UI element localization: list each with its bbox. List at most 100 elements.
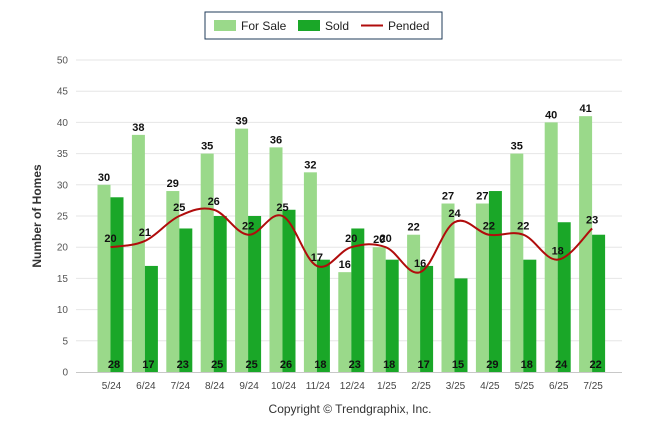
data-label-sold: 17 <box>142 359 154 371</box>
x-tick-label: 5/25 <box>515 381 535 392</box>
bar-for-sale[interactable] <box>235 128 249 372</box>
y-tick-label: 25 <box>57 212 69 223</box>
bar-sold[interactable] <box>248 216 262 372</box>
data-labels: 30 28 20 38 17 21 29 23 25 35 25 26 39 25 22 36 26 25 32 18… <box>98 103 602 371</box>
y-tick-label: 50 <box>57 56 69 67</box>
bar-for-sale[interactable] <box>166 191 180 372</box>
bar-for-sale[interactable] <box>97 184 111 372</box>
bar-sold[interactable] <box>213 216 227 372</box>
data-label-sold: 17 <box>417 359 429 371</box>
bar-sold[interactable] <box>351 228 365 372</box>
x-tick-label: 9/24 <box>239 381 259 392</box>
bar-sold[interactable] <box>282 209 296 372</box>
x-tick-label: 10/24 <box>271 381 296 392</box>
bar-sold[interactable] <box>488 191 502 372</box>
data-label-for-sale: 40 <box>545 109 557 121</box>
x-tick-label: 2/25 <box>411 381 431 392</box>
data-label-pended: 20 <box>345 233 357 245</box>
data-label-for-sale: 20 <box>373 234 385 246</box>
y-tick-label: 35 <box>57 149 69 160</box>
data-label-for-sale: 36 <box>270 134 282 146</box>
x-tick-label: 6/25 <box>549 381 569 392</box>
y-tick-label: 10 <box>57 305 69 316</box>
data-label-for-sale: 39 <box>235 116 247 128</box>
data-label-pended: 22 <box>483 221 495 233</box>
x-axis-ticks: 5/24 6/24 7/24 8/24 9/24 10/24 11/24 12/24 1/25 2… <box>102 381 604 392</box>
bar-for-sale[interactable] <box>269 147 283 372</box>
bar-sold[interactable] <box>523 259 537 372</box>
x-tick-label: 12/24 <box>340 381 365 392</box>
data-label-sold: 29 <box>486 359 498 371</box>
data-label-pended: 21 <box>139 227 151 239</box>
bar-for-sale[interactable] <box>303 172 317 372</box>
bar-sold[interactable] <box>144 265 158 372</box>
x-tick-label: 4/25 <box>480 381 500 392</box>
x-tick-label: 6/24 <box>136 381 156 392</box>
data-label-pended: 18 <box>552 246 564 258</box>
bar-sold[interactable] <box>179 228 193 372</box>
data-label-sold: 15 <box>452 359 464 371</box>
bar-sold[interactable] <box>110 197 124 372</box>
bar-sold[interactable] <box>316 259 330 372</box>
data-label-pended: 24 <box>448 208 461 220</box>
data-label-sold: 22 <box>589 359 601 371</box>
legend-label-sold[interactable]: Sold <box>325 19 349 33</box>
data-label-pended: 22 <box>517 221 529 233</box>
y-tick-label: 5 <box>62 336 68 347</box>
data-label-for-sale: 16 <box>339 259 351 271</box>
data-label-sold: 28 <box>108 359 120 371</box>
bar-for-sale[interactable] <box>338 272 352 372</box>
copyright: Copyright © Trendgraphix, Inc. <box>269 402 432 416</box>
data-label-sold: 18 <box>521 359 533 371</box>
y-tick-label: 45 <box>57 87 69 98</box>
pended-line <box>110 207 593 274</box>
legend: For Sale Sold Pended <box>204 11 443 40</box>
x-tick-label: 8/24 <box>205 381 225 392</box>
bar-for-sale[interactable] <box>475 203 489 372</box>
legend-swatch-sold[interactable] <box>298 20 320 31</box>
x-tick-label: 5/24 <box>102 381 122 392</box>
bar-sold[interactable] <box>420 265 434 372</box>
data-label-for-sale: 35 <box>201 141 213 153</box>
legend-label-for-sale[interactable]: For Sale <box>241 19 287 33</box>
bar-for-sale[interactable] <box>200 153 214 372</box>
x-tick-label: 7/25 <box>583 381 603 392</box>
legend-box <box>204 11 443 40</box>
y-axis-ticks: 0 5 10 15 20 25 30 35 40 45 50 <box>57 56 69 379</box>
bar-for-sale[interactable] <box>510 153 524 372</box>
y-tick-label: 20 <box>57 243 69 254</box>
bar-for-sale[interactable] <box>131 134 145 372</box>
data-label-for-sale: 30 <box>98 172 110 184</box>
bar-for-sale[interactable] <box>441 203 455 372</box>
x-tick-label: 11/24 <box>306 381 331 392</box>
data-label-pended: 26 <box>208 196 220 208</box>
data-label-pended: 25 <box>276 202 288 214</box>
x-tick-label: 1/25 <box>377 381 397 392</box>
data-label-pended: 23 <box>586 214 598 226</box>
data-label-pended: 20 <box>380 233 392 245</box>
bar-for-sale[interactable] <box>372 247 386 372</box>
data-label-for-sale: 35 <box>511 141 523 153</box>
data-label-sold: 18 <box>383 359 395 371</box>
data-label-for-sale: 32 <box>304 159 316 171</box>
data-label-sold: 23 <box>349 359 361 371</box>
bar-for-sale[interactable] <box>407 234 421 372</box>
y-tick-label: 30 <box>57 180 69 191</box>
bar-sold[interactable] <box>385 259 399 372</box>
legend-swatch-for-sale[interactable] <box>214 20 236 31</box>
data-label-sold: 24 <box>555 359 568 371</box>
bar-for-sale[interactable] <box>579 116 593 372</box>
bar-sold[interactable] <box>454 278 468 372</box>
x-tick-label: 3/25 <box>446 381 466 392</box>
y-tick-label: 15 <box>57 274 69 285</box>
pended-series-line[interactable] <box>110 207 593 274</box>
data-label-for-sale: 38 <box>132 122 144 134</box>
data-label-for-sale: 41 <box>579 103 591 115</box>
y-tick-label: 40 <box>57 118 69 129</box>
legend-label-pended[interactable]: Pended <box>388 19 429 33</box>
bar-sold[interactable] <box>592 234 606 372</box>
data-label-sold: 25 <box>211 359 223 371</box>
bar-for-sale[interactable] <box>544 122 558 373</box>
data-label-for-sale: 27 <box>442 191 454 203</box>
